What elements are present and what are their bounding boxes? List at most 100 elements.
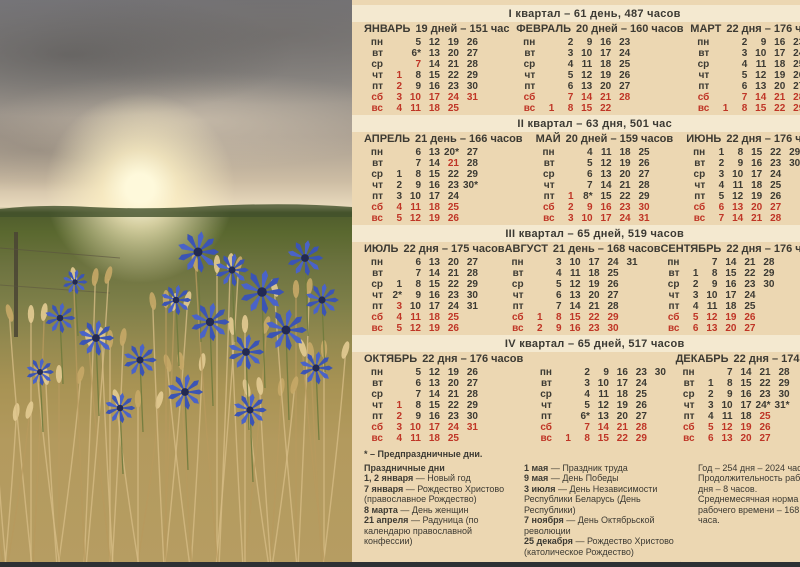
- day-of-week-label: ср: [540, 389, 552, 400]
- month-header: ИЮЛЬ 22 дня – 175 часов: [364, 242, 505, 257]
- day-cell: [459, 433, 478, 444]
- day-cell: [535, 59, 554, 70]
- day-cell: 20: [725, 323, 737, 334]
- day-cell: 26: [759, 422, 771, 433]
- day-cell: 16: [428, 180, 440, 191]
- day-cell: 15: [597, 433, 609, 444]
- day-cell: 5: [556, 279, 562, 290]
- holiday-date: 25 декабря: [524, 536, 573, 546]
- day-cell: 7: [415, 389, 421, 400]
- day-of-week-label: пн: [539, 367, 552, 378]
- day-cell: 3: [567, 48, 574, 59]
- day-cell: 30: [607, 323, 619, 334]
- day-cell: 10: [581, 48, 593, 59]
- day-cell: [555, 169, 574, 180]
- holiday-date: 7 ноября: [524, 515, 564, 525]
- quarter-section: III квартал – 65 дней, 519 часов ИЮЛЬ 22 д…: [352, 225, 800, 335]
- day-of-week-label: вс: [371, 433, 383, 444]
- day-cell: 19: [600, 70, 612, 81]
- week-row: пт 5 12 19 26: [686, 191, 800, 202]
- day-cell: 20: [447, 257, 459, 268]
- day-cell: 3: [741, 48, 748, 59]
- week-row: вт 5 12 19 26: [536, 158, 650, 169]
- day-cell: 9: [415, 81, 421, 92]
- day-cell: 1: [396, 400, 402, 411]
- day-cell: 12: [732, 191, 744, 202]
- day-cell: 8: [415, 169, 421, 180]
- day-of-week-label: сб: [693, 202, 706, 213]
- day-cell: 12: [721, 422, 733, 433]
- month-grid: пн 4 11 18 25 вт 5 12 19 26 ср 6 13 20 27 чт 7 14 21 28 пт 1 8…: [536, 147, 650, 224]
- day-cell: 28: [607, 301, 619, 312]
- week-row: сб 7 14 21 28: [516, 92, 631, 103]
- week-row: чт 2* 9 16 23 30: [364, 290, 478, 301]
- day-cell: 10: [581, 213, 593, 224]
- day-of-week-label: вт: [698, 48, 710, 59]
- day-cell: 15: [428, 279, 440, 290]
- holiday-label: — Праздник труда: [550, 462, 628, 473]
- day-cell: [383, 158, 402, 169]
- day-cell: 17: [600, 213, 612, 224]
- month-name: ДЕКАБРЬ: [675, 353, 729, 365]
- holidays-left-list: 1, 2 января — Новый год 7 января — Рождес…: [364, 473, 514, 547]
- day-cell: 18: [428, 433, 440, 444]
- week-row: вт 3 10 17 24: [533, 378, 666, 389]
- day-cell: 16: [428, 81, 440, 92]
- day-cell: 2*: [392, 290, 402, 301]
- day-cell: 3: [396, 92, 402, 103]
- day-cell: 11: [601, 147, 612, 158]
- day-cell: 16: [600, 37, 612, 48]
- day-cell: [552, 411, 571, 422]
- day-cell: 16: [751, 158, 763, 169]
- cornflower: [191, 302, 230, 342]
- day-cell: 28: [466, 59, 478, 70]
- day-of-week-label: вт: [524, 48, 536, 59]
- day-cell: 25: [793, 59, 800, 70]
- day-cell: 1: [548, 103, 555, 114]
- holiday-item: 8 марта — День женщин: [364, 505, 514, 516]
- day-cell: 5: [415, 367, 421, 378]
- day-cell: 3: [568, 213, 574, 224]
- week-row: пн 3 10 17 24 31: [505, 257, 637, 268]
- day-of-week-label: пн: [370, 147, 383, 158]
- month-header: МАРТ 22 дня – 176 часов: [690, 22, 800, 37]
- holiday-label: — День Независимости Республики Беларусь…: [524, 483, 658, 515]
- day-cell: 8: [741, 103, 748, 114]
- day-cell: 16: [428, 290, 440, 301]
- day-cell: 18: [751, 180, 763, 191]
- week-row: вс 1 8 15 22: [516, 103, 630, 114]
- day-cell: 29: [466, 279, 478, 290]
- day-of-week-label: пт: [524, 81, 536, 92]
- holiday-date: 7 января: [364, 483, 404, 494]
- day-cell: 22: [447, 169, 459, 180]
- day-cell: 1: [396, 169, 402, 180]
- day-cell: 9: [603, 367, 609, 378]
- day-cell: 12: [600, 158, 612, 169]
- day-cell: 6: [587, 169, 593, 180]
- day-of-week-label: ср: [667, 279, 680, 290]
- day-cell: 28: [770, 213, 782, 224]
- quarter-months-row: ИЮЛЬ 22 дня – 175 часов пн 6 13 20 27 вт 7 14 21 28…: [352, 242, 800, 335]
- cornflower: [266, 309, 307, 351]
- week-row: чт 2 9 16 23 30*: [364, 180, 478, 191]
- week-row: пт 2 9 16 23 30: [364, 411, 478, 422]
- holiday-label: — Радуница (по календарю православной ко…: [364, 515, 479, 546]
- day-cell: 10: [755, 48, 767, 59]
- week-row: пт 4 11 18 25: [676, 411, 790, 422]
- month-name: ИЮЛЬ: [364, 243, 399, 255]
- day-cell: 28: [466, 268, 478, 279]
- quarters-container: I квартал – 61 день, 487 часов ЯНВАРЬ 19 д…: [352, 5, 800, 445]
- day-cell: 8*: [583, 191, 593, 202]
- day-of-week-label: ср: [371, 169, 383, 180]
- day-cell: 30: [763, 279, 775, 290]
- day-cell: 4: [396, 202, 402, 213]
- cornflower: [216, 253, 249, 287]
- day-cell: 14: [428, 389, 440, 400]
- day-cell: [619, 279, 638, 290]
- day-cell: 15: [428, 169, 440, 180]
- day-cell: 5: [708, 422, 714, 433]
- cornflower: [26, 358, 54, 386]
- day-cell: 6*: [411, 48, 421, 59]
- day-cell: [781, 180, 800, 191]
- week-row: сб 1 8 15 22 29: [505, 312, 638, 323]
